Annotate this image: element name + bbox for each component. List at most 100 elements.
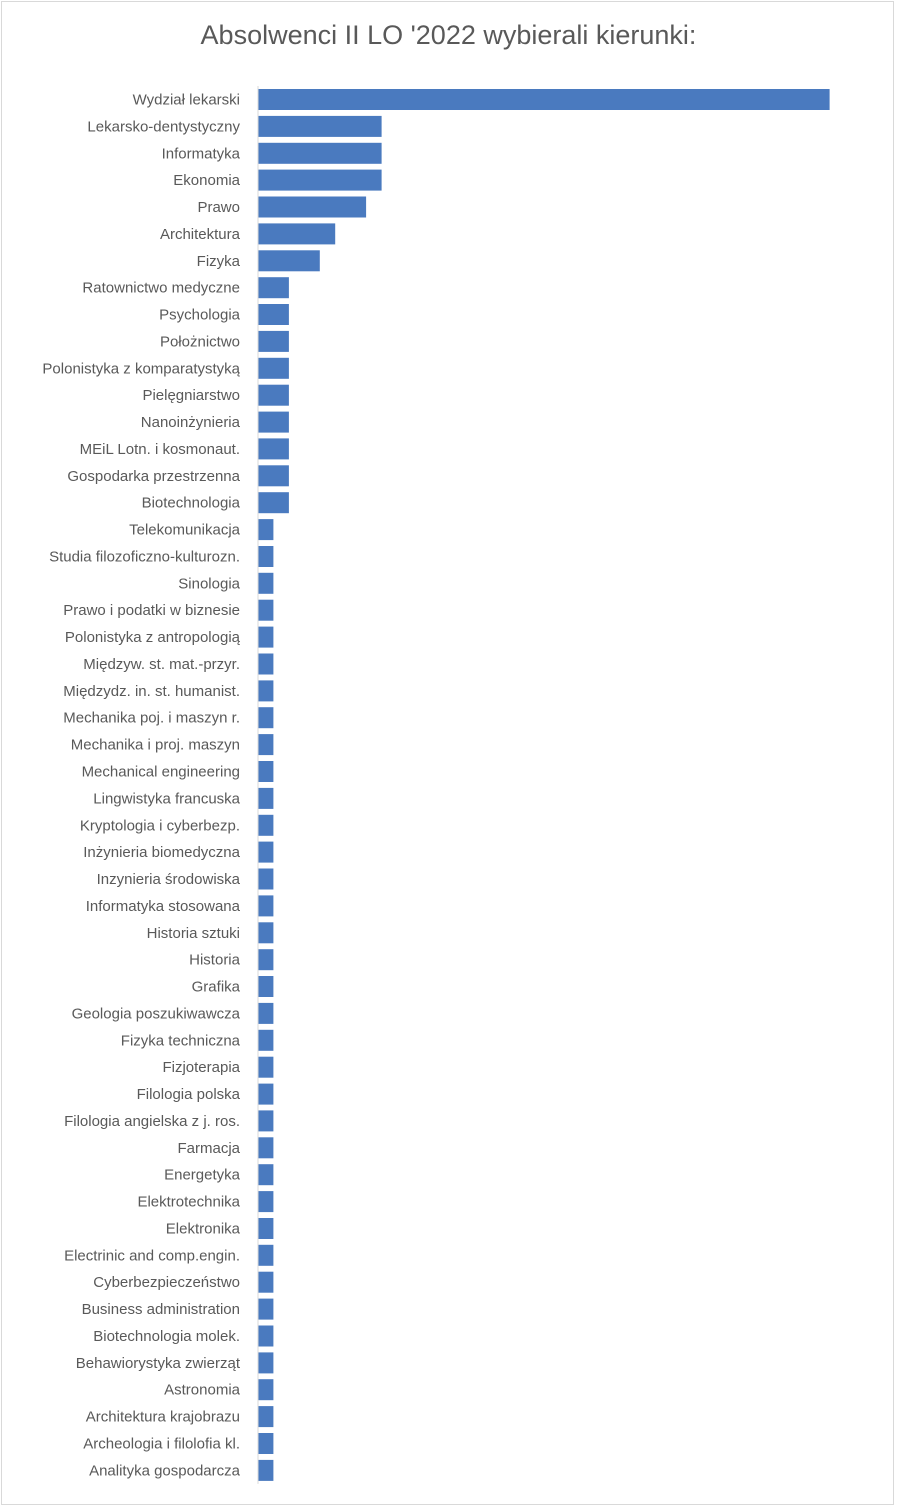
bar: [258, 1271, 274, 1293]
category-label: Elektrotechnika: [137, 1194, 240, 1211]
category-label: Studia filozoficzno-kulturozn.: [49, 549, 240, 566]
bar: [258, 787, 274, 809]
bar: [258, 438, 289, 460]
bar: [258, 546, 274, 567]
category-label: Farmacja: [177, 1140, 240, 1157]
category-label: Electrinic and comp.engin.: [64, 1247, 240, 1264]
category-label: Grafika: [192, 979, 241, 996]
category-label: Architektura krajobrazu: [86, 1409, 240, 1426]
bar: [258, 1244, 274, 1266]
bar: [258, 895, 274, 917]
category-label: Nanoinżynieria: [141, 414, 241, 431]
category-label: Historia sztuki: [147, 925, 240, 942]
category-label: Filologia polska: [137, 1086, 241, 1103]
bar: [258, 868, 274, 890]
bar: [258, 922, 274, 944]
bar: [258, 304, 289, 325]
bar: [258, 492, 289, 514]
category-label: Business administration: [82, 1301, 240, 1318]
category-label: Fizjoterapia: [162, 1059, 240, 1076]
bar: [258, 1137, 274, 1159]
bar: [258, 1352, 274, 1374]
bar: [258, 169, 382, 191]
category-label: Kryptologia i cyberbezp.: [80, 817, 240, 834]
category-label: Telekomunikacja: [129, 522, 241, 539]
category-label: Archeologia i filolofia kl.: [83, 1436, 240, 1453]
bar: [258, 1379, 274, 1401]
category-label: Polonistyka z antropologią: [65, 629, 241, 646]
bar: [258, 519, 274, 541]
category-label: Elektronika: [166, 1221, 241, 1238]
bar: [258, 330, 289, 352]
category-label: Ekonomia: [173, 172, 240, 189]
bar: [258, 357, 289, 379]
category-label: Biotechnologia molek.: [93, 1328, 240, 1345]
bar: [258, 465, 289, 487]
bar: [258, 1056, 274, 1078]
bar: [258, 761, 274, 782]
category-label: Inzynieria środowiska: [97, 871, 241, 888]
category-label: Astronomia: [164, 1382, 241, 1399]
bar: [258, 1433, 274, 1454]
bar: [258, 89, 830, 110]
bar: [258, 250, 320, 272]
bar: [258, 223, 336, 245]
category-label: Mechanical engineering: [82, 764, 240, 781]
bar: [258, 411, 289, 433]
category-label: Energetyka: [164, 1167, 241, 1184]
category-label: Międzyw. st. mat.-przyr.: [83, 656, 240, 673]
category-label: Mechanika poj. i maszyn r.: [63, 710, 240, 727]
category-label: Architektura: [160, 226, 241, 243]
bar: [258, 1029, 274, 1051]
bar: [258, 1164, 274, 1186]
bar: [258, 707, 274, 729]
bar: [258, 1406, 274, 1428]
bar: [258, 572, 274, 594]
bar: [258, 1459, 274, 1481]
category-label: Historia: [189, 952, 241, 969]
category-label: Analityka gospodarcza: [89, 1462, 241, 1479]
category-label: MEiL Lotn. i kosmonaut.: [80, 441, 240, 458]
category-label: Polonistyka z komparatystyką: [42, 360, 240, 377]
bar: [258, 1218, 274, 1239]
bar: [258, 814, 274, 836]
bar: [258, 1325, 274, 1347]
category-label: Pielęgniarstwo: [142, 387, 240, 404]
category-label: Prawo: [197, 199, 240, 216]
category-label: Filologia angielska z j. ros.: [64, 1113, 240, 1130]
category-label: Psychologia: [159, 307, 241, 324]
category-label: Ratownictwo medyczne: [82, 280, 240, 297]
bar: [258, 1298, 274, 1320]
bar: [258, 841, 274, 863]
category-label: Lingwistyka francuska: [93, 790, 240, 807]
category-label: Geologia poszukiwawcza: [72, 1005, 241, 1022]
category-label: Informatyka stosowana: [86, 898, 241, 915]
bar: [258, 115, 382, 137]
bar: [258, 599, 274, 621]
bar: [258, 196, 367, 218]
category-label: Behawiorystyka zwierząt: [76, 1355, 241, 1372]
category-label: Informatyka: [162, 145, 241, 162]
category-label: Cyberbezpieczeństwo: [93, 1274, 240, 1291]
category-label: Wydział lekarski: [133, 92, 240, 109]
bar: [258, 1110, 274, 1132]
category-label: Gospodarka przestrzenna: [67, 468, 240, 485]
category-label: Mechanika i proj. maszyn: [71, 737, 240, 754]
chart-title: Absolwenci II LO '2022 wybierali kierunk…: [200, 20, 697, 50]
category-label: Biotechnologia: [142, 495, 241, 512]
bar: [258, 1083, 274, 1105]
bar: [258, 1191, 274, 1213]
bar: [258, 680, 274, 702]
bar: [258, 976, 274, 997]
category-label: Inżynieria biomedyczna: [83, 844, 240, 861]
category-label: Prawo i podatki w biznesie: [63, 602, 240, 619]
category-label: Fizyka techniczna: [121, 1032, 241, 1049]
category-label: Sinologia: [178, 575, 240, 592]
bar: [258, 384, 289, 406]
bar: [258, 653, 274, 675]
bar: [258, 1002, 274, 1024]
category-label: Lekarsko-dentystyczny: [87, 118, 240, 135]
bar: [258, 626, 274, 648]
